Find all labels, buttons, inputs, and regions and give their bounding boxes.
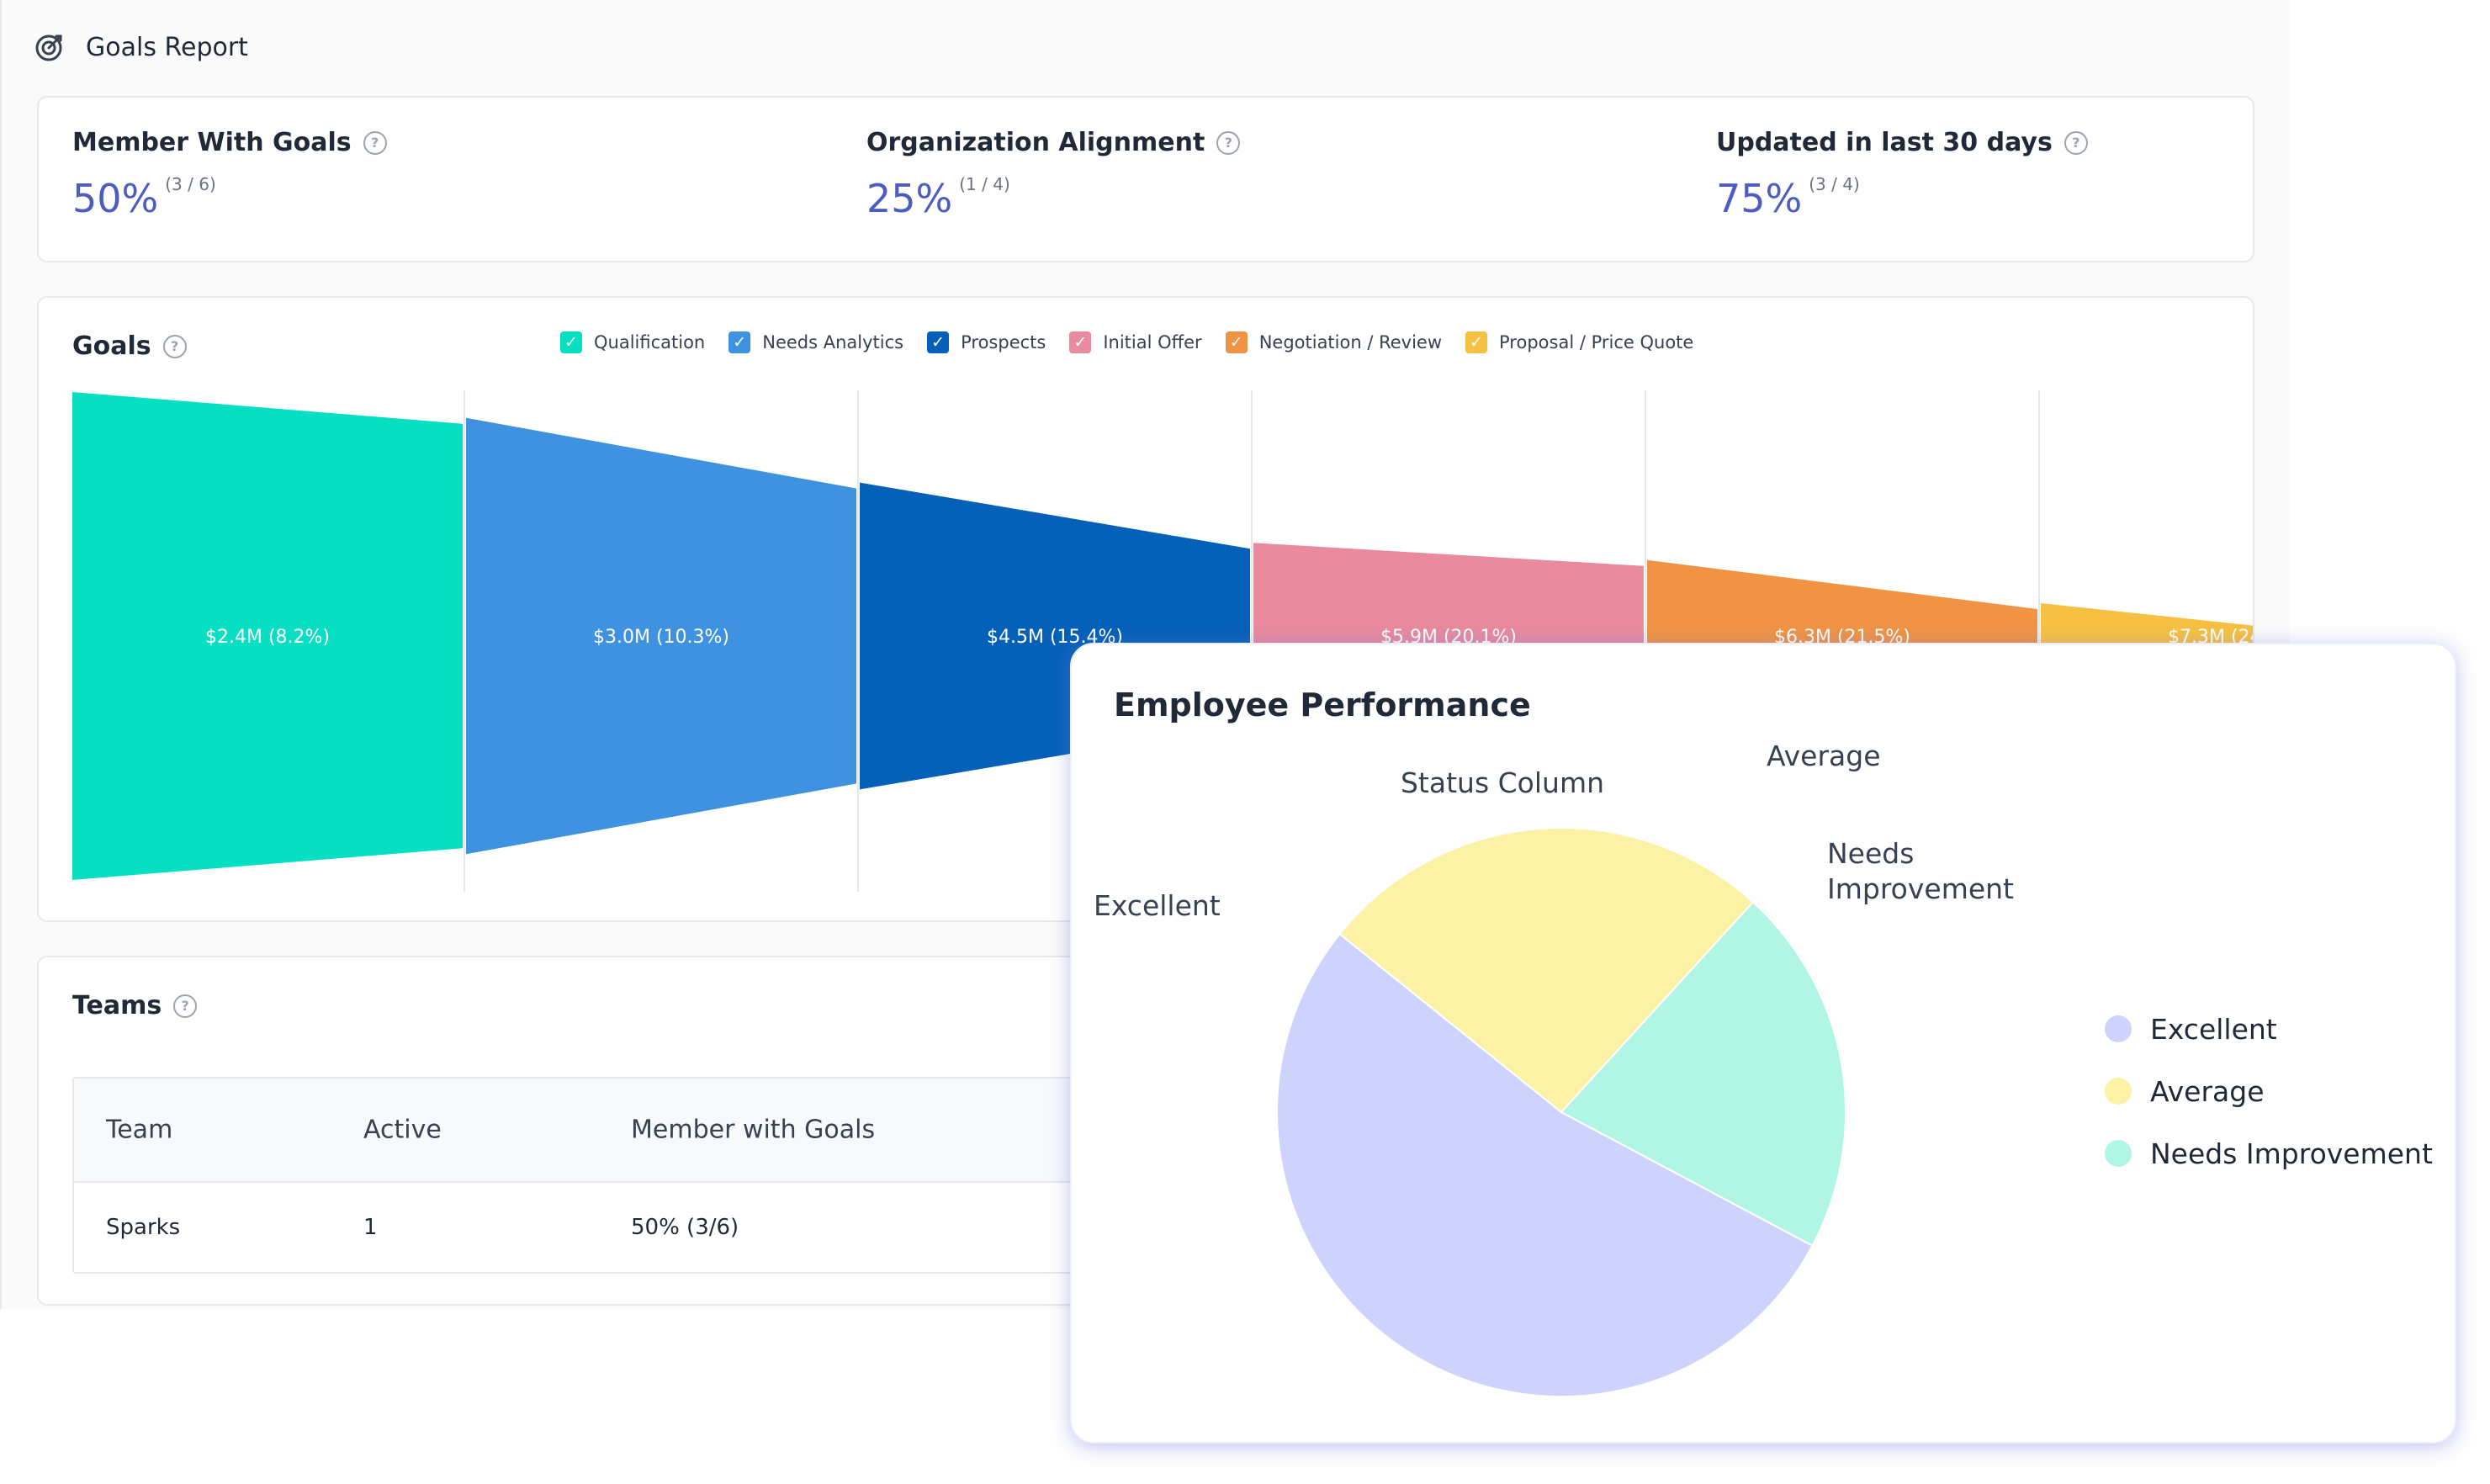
legend-label: Excellent <box>2150 1012 2277 1046</box>
legend-item-prospects[interactable]: ✓ Prospects <box>927 331 1046 353</box>
pie-legend: Excellent Average Needs Improvement <box>2105 998 2433 1185</box>
stat-label: Updated in last 30 days <box>1716 128 2053 157</box>
goals-title: Goals <box>72 331 151 361</box>
column-header-team[interactable]: Team <box>106 1115 173 1145</box>
checkbox-checked-icon[interactable]: ✓ <box>1069 331 1092 353</box>
legend-dot-icon <box>2105 1078 2132 1105</box>
stat-value: 75% <box>1716 176 1803 221</box>
checkbox-checked-icon[interactable]: ✓ <box>927 331 950 353</box>
target-icon <box>35 34 62 61</box>
pie-slice-label: Average <box>1767 739 1881 772</box>
stat-updated-last-30-days: Updated in last 30 days? 75% (3 / 4) <box>1716 128 2088 218</box>
employee-performance-card: Employee Performance Status Column Excel… <box>1070 643 2456 1444</box>
employee-performance-pie-chart: Status Column Excellent Average Needs Impro… <box>1094 739 2014 1398</box>
pie-series-label: Status Column <box>1401 766 1604 799</box>
funnel-data-label: $3.0M (10.3%) <box>593 627 729 648</box>
legend-item-needs-analytics[interactable]: ✓ Needs Analytics <box>728 331 903 353</box>
checkbox-checked-icon[interactable]: ✓ <box>1465 331 1488 353</box>
pie-slice-needs-improvement[interactable] <box>1560 900 1846 1248</box>
checkbox-checked-icon[interactable]: ✓ <box>728 331 751 353</box>
funnel-segment-qualification[interactable] <box>72 392 463 880</box>
help-icon[interactable]: ? <box>1216 130 1241 155</box>
page-title: Goals Report <box>86 32 248 62</box>
pie-slice-label: Excellent <box>1094 889 1221 922</box>
stats-card: Member With Goals? 50% (3 / 6) Organizati… <box>37 96 2254 262</box>
funnel-segment-needs-analytics[interactable] <box>466 417 856 855</box>
legend-item-qualification[interactable]: ✓ Qualification <box>560 331 705 353</box>
funnel-data-label: $2.4M (8.2%) <box>205 627 330 648</box>
legend-label: Proposal / Price Quote <box>1499 332 1694 352</box>
legend-item-proposal-price-quote[interactable]: ✓ Proposal / Price Quote <box>1465 331 1693 353</box>
teams-title: Teams <box>72 991 162 1020</box>
page-header: Goals Report <box>34 30 248 64</box>
cell-active: 1 <box>363 1215 378 1240</box>
legend-item-negotiation-review[interactable]: ✓ Negotiation / Review <box>1225 331 1443 353</box>
stat-ratio: (1 / 4) <box>959 174 1010 194</box>
legend-label: Negotiation / Review <box>1258 332 1443 352</box>
legend-label: Prospects <box>961 332 1046 352</box>
stat-ratio: (3 / 6) <box>165 174 216 194</box>
legend-label: Initial Offer <box>1103 332 1202 352</box>
legend-label: Needs Improvement <box>2150 1137 2433 1170</box>
pie-slice-average[interactable] <box>1338 827 1755 1114</box>
checkbox-checked-icon[interactable]: ✓ <box>1225 331 1248 353</box>
legend-dot-icon <box>2105 1140 2132 1167</box>
help-icon[interactable]: ? <box>363 130 387 155</box>
stat-label: Member With Goals <box>72 128 352 157</box>
cell-member-with-goals: 50% (3/6) <box>631 1215 739 1240</box>
checkbox-checked-icon[interactable]: ✓ <box>560 331 582 353</box>
performance-title: Employee Performance <box>1114 686 1531 723</box>
pie-legend-item-needs-improvement[interactable]: Needs Improvement <box>2105 1122 2433 1185</box>
legend-dot-icon <box>2105 1015 2132 1042</box>
pie-legend-item-average[interactable]: Average <box>2105 1060 2433 1122</box>
cell-team: Sparks <box>106 1215 181 1240</box>
stat-label: Organization Alignment <box>866 128 1205 157</box>
goals-legend: ✓ Qualification ✓ Needs Analytics ✓ Prospec… <box>560 331 1717 353</box>
stat-ratio: (3 / 4) <box>1809 174 1860 194</box>
legend-label: Average <box>2150 1074 2265 1108</box>
legend-item-initial-offer[interactable]: ✓ Initial Offer <box>1069 331 1202 353</box>
legend-label: Qualification <box>594 332 706 352</box>
pie-slice-label: Needs Improvement <box>1827 837 2014 905</box>
column-header-member-with-goals[interactable]: Member with Goals <box>631 1115 876 1145</box>
stat-organization-alignment: Organization Alignment? 25% (1 / 4) <box>866 128 1241 221</box>
help-icon[interactable]: ? <box>162 334 187 358</box>
legend-label: Needs Analytics <box>762 332 904 352</box>
pie-slice-excellent[interactable] <box>1275 932 1814 1398</box>
help-icon[interactable]: ? <box>2064 130 2088 155</box>
stat-member-with-goals: Member With Goals? 50% (3 / 6) <box>72 128 387 218</box>
column-header-active[interactable]: Active <box>363 1115 442 1145</box>
pie-legend-item-excellent[interactable]: Excellent <box>2105 998 2433 1060</box>
stat-value: 50% <box>72 176 159 221</box>
help-icon[interactable]: ? <box>173 994 198 1018</box>
stat-value: 25% <box>866 176 953 221</box>
table-row[interactable]: Sparks 1 50% (3/6) <box>74 1183 2221 1272</box>
